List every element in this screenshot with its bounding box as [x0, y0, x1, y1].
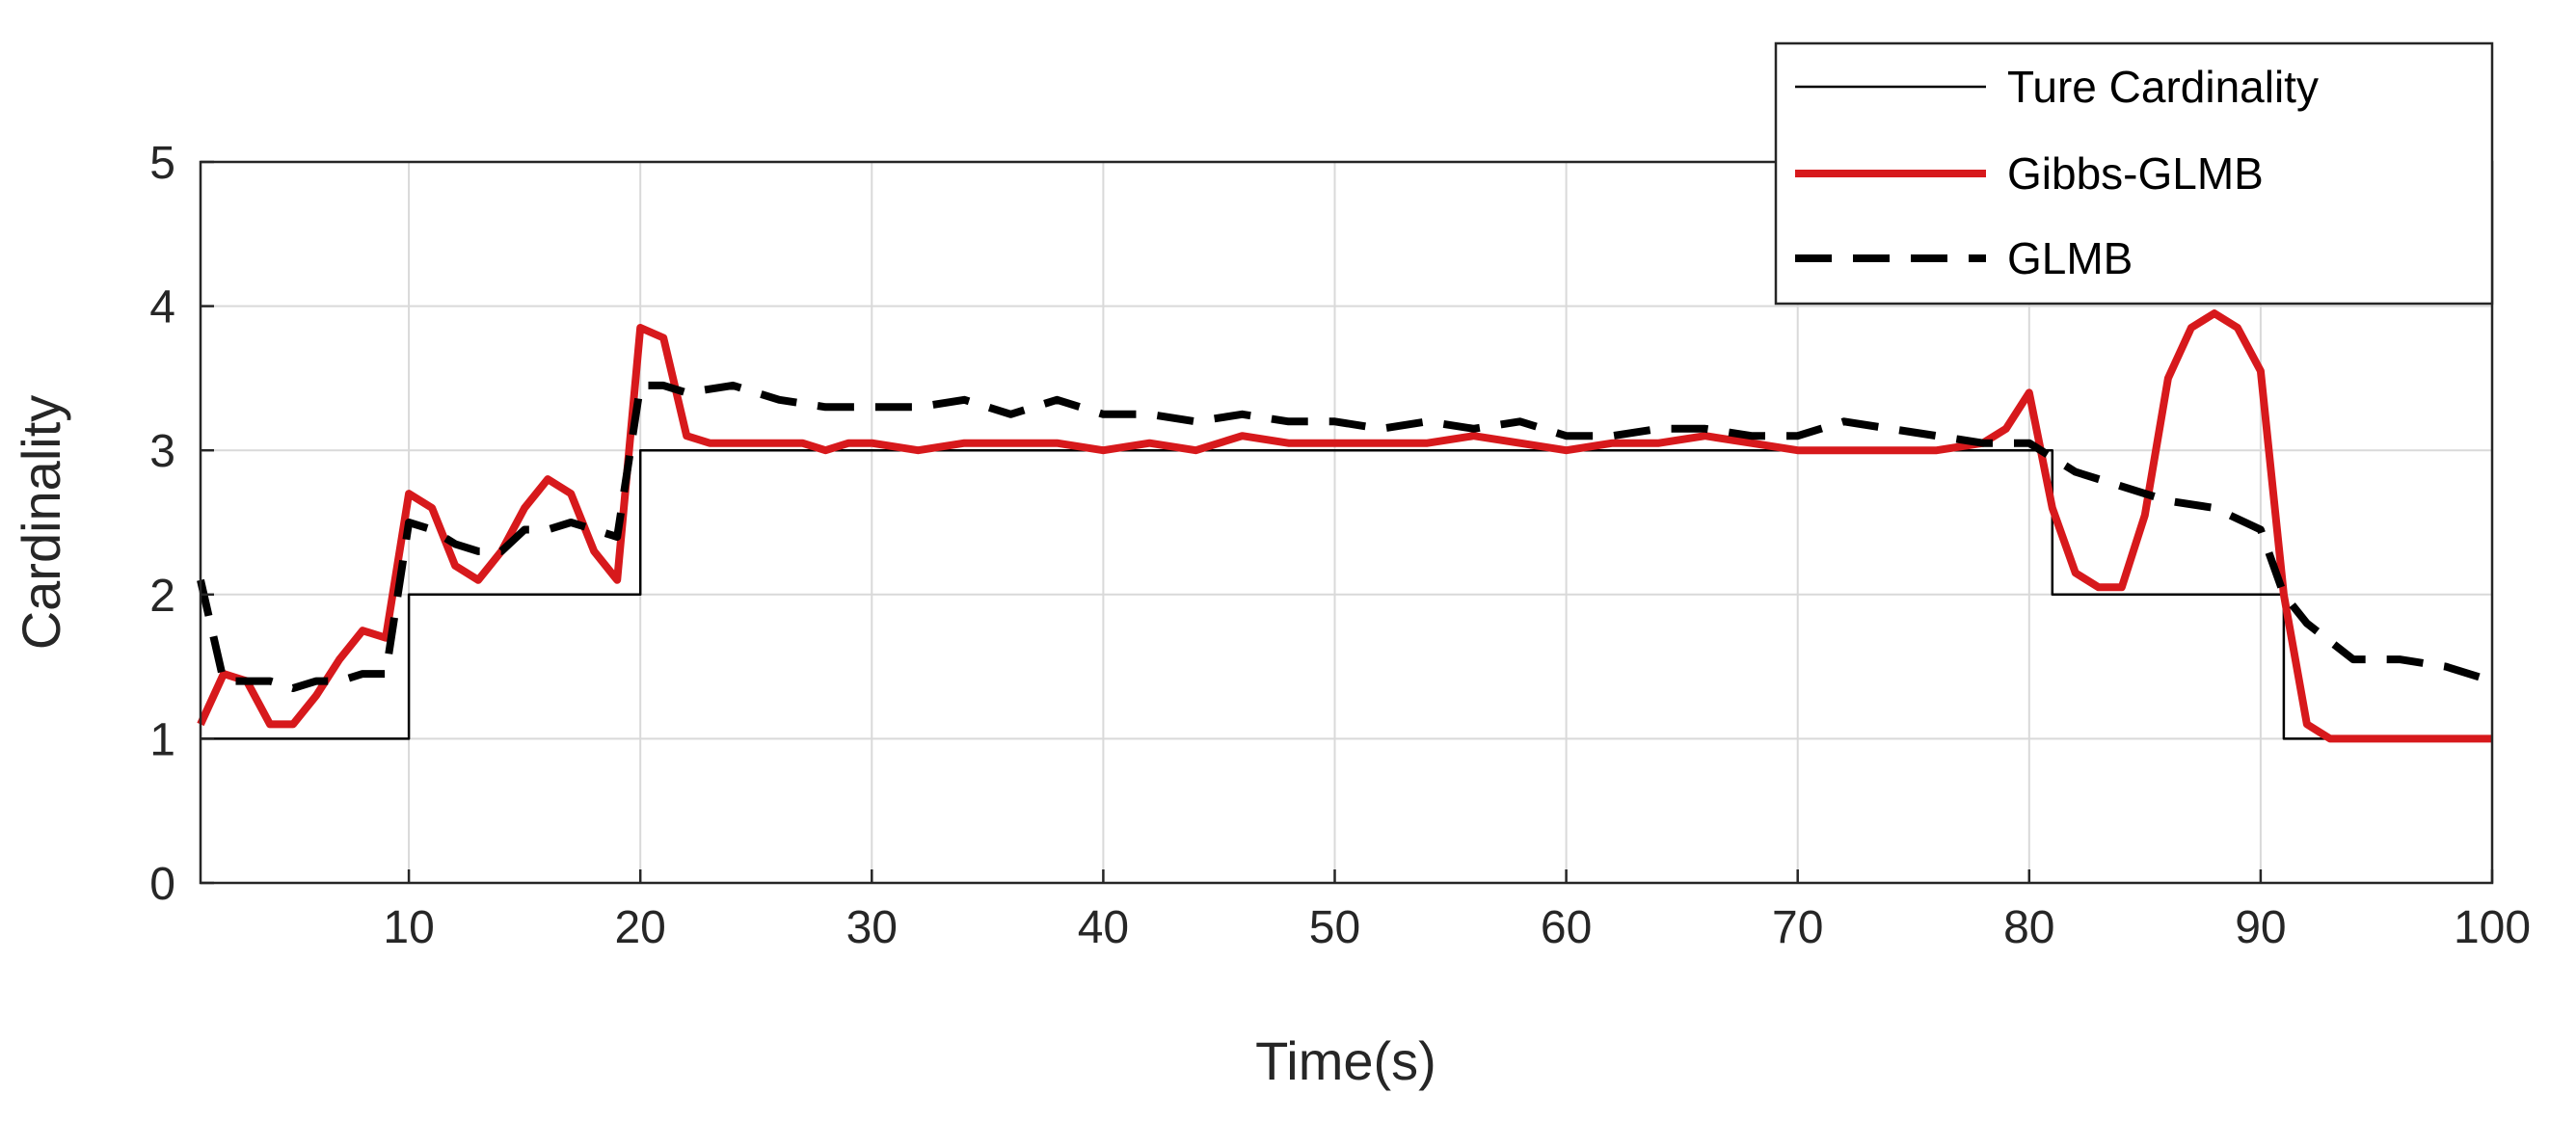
glmb-line: [197, 381, 2494, 692]
y-tick-label: 5: [149, 138, 175, 189]
x-tick-label: 50: [1309, 902, 1360, 953]
legend-entry-gibbs-glmb: Gibbs-GLMB: [1795, 148, 2264, 199]
x-tick-label: 70: [1772, 902, 1823, 953]
legend-label: Ture Cardinality: [2007, 62, 2319, 112]
x-tick-label: 30: [846, 902, 898, 953]
y-axis-label: Cardinality: [11, 395, 71, 651]
x-tick-label: 100: [2454, 902, 2531, 953]
legend: Ture Cardinality Gibbs-GLMB GLMB: [1774, 41, 2494, 306]
x-tick-label: 60: [1541, 902, 1592, 953]
legend-label: GLMB: [2007, 233, 2133, 283]
y-tick-label: 3: [149, 426, 175, 477]
x-tick-label: 40: [1078, 902, 1129, 953]
legend-entry-glmb: GLMB: [1795, 233, 2133, 283]
x-tick-label: 80: [2003, 902, 2054, 953]
gibbs-glmb-line: [197, 309, 2492, 743]
legend-entry-true-cardinality: Ture Cardinality: [1795, 62, 2319, 112]
plot-frame: [199, 160, 2494, 885]
y-tick-label: 0: [149, 859, 175, 910]
plot-series: [197, 309, 2494, 743]
y-tick-label: 2: [149, 571, 175, 622]
true-cardinality-line: [201, 448, 2492, 740]
axis-ticks: 10 20 30 40 50 60 70 80 90 100 0 1 2 3 4 5: [149, 138, 2531, 953]
x-tick-label: 20: [614, 902, 665, 953]
x-axis-label: Time(s): [1255, 1030, 1436, 1091]
x-tick-label: 10: [383, 902, 434, 953]
y-tick-label: 4: [149, 282, 175, 334]
x-tick-label: 90: [2235, 902, 2286, 953]
legend-label: Gibbs-GLMB: [2007, 148, 2264, 199]
y-tick-label: 1: [149, 714, 175, 765]
